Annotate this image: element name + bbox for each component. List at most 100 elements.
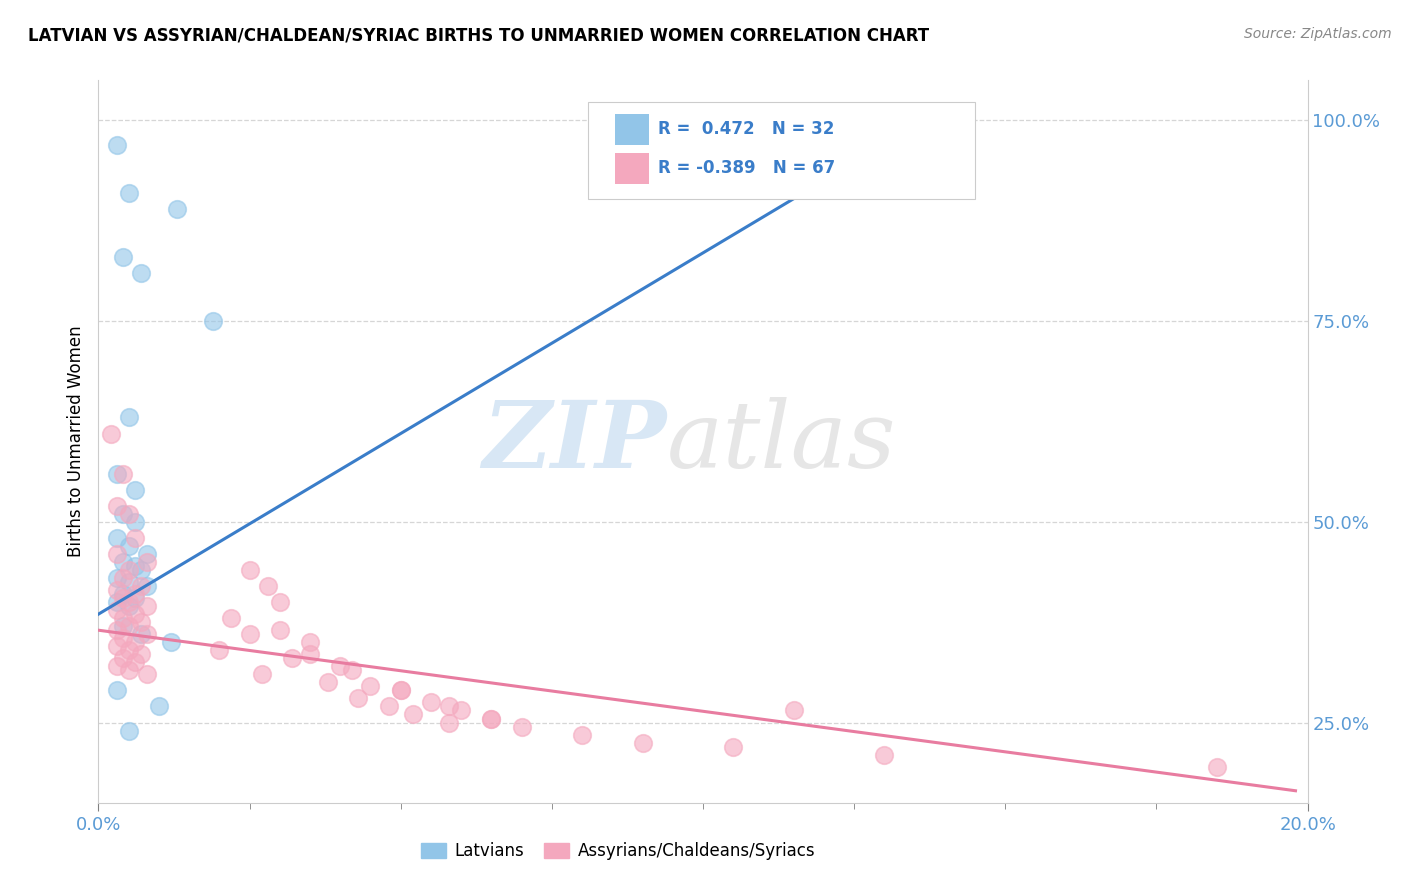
Point (239, 563, 262, 577)
Point (105, 603, 128, 617)
Point (129, 627, 152, 641)
Point (105, 467, 128, 481)
Point (111, 250, 134, 264)
Point (481, 712, 503, 726)
Point (437, 699, 460, 714)
Point (135, 555, 157, 569)
Point (118, 599, 141, 614)
Point (129, 579, 152, 593)
Point (631, 735, 654, 749)
Point (105, 623, 128, 637)
Point (135, 667, 157, 681)
Point (105, 499, 128, 513)
Point (100, 426, 122, 441)
Point (873, 747, 896, 762)
Point (360, 680, 382, 694)
Point (124, 558, 146, 573)
Text: ZIP: ZIP (482, 397, 666, 486)
Point (481, 712, 503, 726)
Point (111, 611, 134, 625)
Point (111, 555, 134, 569)
Point (269, 623, 291, 637)
Point (208, 643, 231, 657)
Point (118, 574, 141, 589)
Point (160, 635, 183, 649)
Point (124, 483, 146, 497)
Point (118, 186, 141, 200)
Point (129, 615, 152, 630)
Point (402, 707, 425, 722)
Point (129, 266, 152, 280)
Point (765, 117, 787, 131)
Point (299, 647, 322, 661)
Point (202, 314, 225, 328)
Point (118, 563, 141, 577)
Text: Source: ZipAtlas.com: Source: ZipAtlas.com (1244, 27, 1392, 41)
Point (299, 635, 322, 649)
Point (105, 571, 128, 585)
Point (723, 739, 745, 754)
Point (250, 667, 273, 681)
Point (1206, 760, 1229, 774)
Point (111, 632, 134, 646)
Point (105, 639, 128, 653)
Text: atlas: atlas (666, 397, 896, 486)
Point (118, 410, 141, 425)
Point (118, 595, 141, 609)
Point (105, 683, 128, 698)
Point (111, 651, 134, 665)
Text: LATVIAN VS ASSYRIAN/CHALDEAN/SYRIAC BIRTHS TO UNMARRIED WOMEN CORRELATION CHART: LATVIAN VS ASSYRIAN/CHALDEAN/SYRIAC BIRT… (28, 27, 929, 45)
Point (105, 547, 128, 561)
Point (135, 627, 157, 641)
Point (105, 531, 128, 545)
Point (111, 467, 134, 481)
Point (269, 595, 291, 609)
Point (148, 699, 170, 714)
Point (420, 696, 443, 710)
Point (105, 659, 128, 673)
Point (256, 579, 278, 593)
Point (437, 715, 460, 730)
Point (377, 699, 399, 714)
Text: R = -0.389   N = 67: R = -0.389 N = 67 (658, 160, 835, 178)
Legend: Latvians, Assyrians/Chaldeans/Syriacs: Latvians, Assyrians/Chaldeans/Syriacs (415, 836, 823, 867)
Point (329, 659, 352, 673)
Point (118, 643, 141, 657)
Point (124, 587, 146, 601)
Point (118, 664, 141, 678)
Point (281, 651, 304, 665)
Text: R =  0.472   N = 32: R = 0.472 N = 32 (658, 120, 835, 138)
Point (135, 547, 157, 561)
Point (111, 571, 134, 585)
Point (921, 109, 943, 123)
Point (118, 619, 141, 633)
Point (239, 627, 262, 641)
Point (450, 703, 472, 717)
Point (105, 137, 128, 152)
Point (316, 675, 339, 690)
Point (111, 587, 134, 601)
Point (111, 591, 134, 606)
Point (510, 719, 533, 733)
Point (124, 635, 146, 649)
Point (342, 664, 364, 678)
Point (111, 619, 134, 633)
FancyBboxPatch shape (588, 102, 976, 200)
Point (124, 607, 146, 621)
Point (124, 531, 146, 545)
Point (389, 683, 412, 698)
Y-axis label: Births to Unmarried Women: Births to Unmarried Women (66, 326, 84, 558)
Point (111, 507, 134, 521)
Point (124, 591, 146, 606)
Point (571, 728, 593, 742)
Point (124, 655, 146, 669)
FancyBboxPatch shape (614, 114, 648, 145)
Point (783, 703, 806, 717)
Point (166, 202, 188, 216)
Point (347, 691, 370, 706)
Point (129, 563, 152, 577)
FancyBboxPatch shape (614, 153, 648, 184)
Point (135, 579, 157, 593)
Point (118, 723, 141, 738)
Point (105, 595, 128, 609)
